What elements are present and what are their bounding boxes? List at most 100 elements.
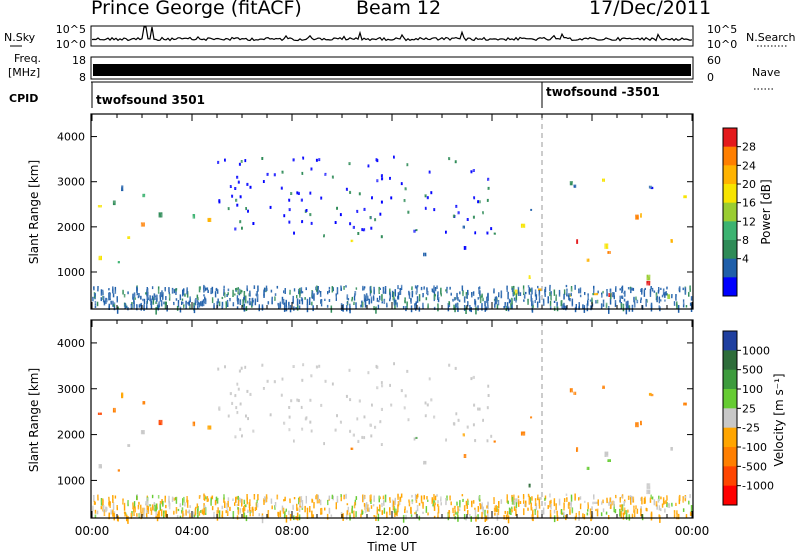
velocity-cell xyxy=(475,515,477,522)
power-colorbar: 28 24 20 16 12 8 4 xyxy=(722,127,756,297)
power-cell xyxy=(312,305,314,312)
velocity-cell xyxy=(503,514,505,520)
power-cell xyxy=(469,305,471,312)
power-cell xyxy=(155,307,157,315)
sky-left-label: N.Sky xyxy=(4,31,36,44)
power-cell xyxy=(116,306,119,314)
power-ylabel: Slant Range [km] xyxy=(27,160,41,264)
sky-left-tick-top: 10^5 xyxy=(56,23,86,36)
sky-panel: N.Sky 10^5 10^0 10^5 10^0 N.Search xyxy=(4,23,796,51)
nave-label: Nave xyxy=(752,66,780,79)
power-panel: 1000 2000 3000 4000 Slant Range [km] 28 24 20… xyxy=(27,113,773,315)
velocity-cbar-swatch xyxy=(723,369,737,390)
velocity-cbar-swatch xyxy=(723,331,737,351)
power-ytick-label: 3000 xyxy=(57,176,85,189)
freq-panel: Freq. [MHz] 18 8 60 0 Nave xyxy=(8,52,780,90)
x-tick-label: 08:00 xyxy=(275,524,310,538)
velocity-cell xyxy=(285,515,288,523)
cpid-panel: CPID twofsound 3501 twofsound -3501 xyxy=(9,81,693,108)
velocity-cell xyxy=(507,515,510,524)
velocity-ylabel: Slant Range [km] xyxy=(27,368,41,472)
velocity-y-axis: 1000 2000 3000 4000 xyxy=(57,337,693,487)
velocity-cell xyxy=(608,515,610,520)
velocity-cell xyxy=(342,513,344,521)
velocity-cbar-tick-label: 25 xyxy=(742,402,756,415)
velocity-cell xyxy=(470,516,472,522)
power-cbar-label: Power [dB] xyxy=(759,179,773,244)
velocity-cell xyxy=(127,516,129,524)
power-cell xyxy=(433,306,436,310)
power-cbar-swatch xyxy=(723,221,737,241)
freq-label-line1: Freq. xyxy=(14,52,41,65)
power-cell xyxy=(176,306,179,311)
power-cell xyxy=(306,304,309,313)
power-ytick-label: 2000 xyxy=(57,221,85,234)
velocity-ytick-label: 3000 xyxy=(57,383,85,396)
velocity-cell xyxy=(553,515,556,523)
sky-frame xyxy=(90,25,694,47)
sky-right-tick-bottom: 10^0 xyxy=(707,38,737,51)
velocity-cbar-swatch xyxy=(723,350,737,371)
power-cbar-tick-label: 16 xyxy=(742,197,756,210)
power-cell xyxy=(295,307,297,310)
power-cell xyxy=(631,304,634,312)
header-beam: Beam 12 xyxy=(356,0,442,19)
velocity-cbar-tick-label: 1000 xyxy=(742,344,770,357)
power-cell xyxy=(608,306,610,314)
power-speckle xyxy=(92,115,692,308)
freq-left-tick-top: 18 xyxy=(72,54,86,67)
velocity-cell xyxy=(641,514,644,521)
power-ytick-label: 1000 xyxy=(57,266,85,279)
cpid-program-1: twofsound 3501 xyxy=(96,93,205,107)
power-cbar-swatch xyxy=(723,202,737,222)
power-ytick-label: 4000 xyxy=(57,131,85,144)
power-cell xyxy=(465,306,467,314)
power-cbar-swatch xyxy=(723,184,737,204)
velocity-cbar-tick-label: 100 xyxy=(742,383,763,396)
power-cbar-tick-label: 8 xyxy=(742,234,749,247)
velocity-cbar-label: Velocity [m s⁻¹] xyxy=(772,373,786,466)
x-tick-label: 20:00 xyxy=(575,524,610,538)
power-cell xyxy=(505,305,508,311)
velocity-cell xyxy=(405,514,407,520)
velocity-cbar-swatch xyxy=(723,466,737,487)
power-cell xyxy=(346,304,348,312)
velocity-cell xyxy=(298,514,301,521)
power-cbar-swatch xyxy=(723,128,737,148)
velocity-ytick-label: 2000 xyxy=(57,429,85,442)
velocity-cell xyxy=(289,514,292,521)
velocity-ytick-label: 4000 xyxy=(57,337,85,350)
power-cbar-swatch xyxy=(723,258,737,278)
freq-frame xyxy=(90,56,694,80)
sky-noise-trace xyxy=(91,26,693,42)
velocity-ytick-label: 1000 xyxy=(57,474,85,487)
velocity-cell xyxy=(155,516,157,519)
velocity-cbar-tick-label: 500 xyxy=(742,364,763,377)
velocity-panel: 1000 2000 3000 4000 Slant Range [km] 1000 50… xyxy=(27,319,786,524)
power-cbar-frame xyxy=(722,127,738,297)
velocity-cbar-tick-label: -500 xyxy=(742,460,767,473)
power-cell xyxy=(373,306,375,311)
power-cell xyxy=(179,306,182,313)
power-cbar-tick-label: 28 xyxy=(742,141,756,154)
freq-label-line2: [MHz] xyxy=(8,66,40,79)
power-cbar-tick-label: 20 xyxy=(742,178,756,191)
power-cell xyxy=(475,306,477,315)
velocity-colorbar: 1000 500 100 25 -25 -100 -500 -1000 xyxy=(722,330,774,506)
power-cbar-tick-label: 12 xyxy=(742,215,756,228)
power-cbar-swatch xyxy=(723,277,737,297)
power-cell xyxy=(625,306,628,315)
velocity-cell xyxy=(402,514,405,523)
velocity-cell xyxy=(261,515,264,524)
velocity-cbar-swatch xyxy=(723,447,737,467)
header-station: Prince George (fitACF) xyxy=(91,0,302,19)
x-tick-label: 12:00 xyxy=(375,524,410,538)
header-date: 17/Dec/2011 xyxy=(589,0,712,19)
power-cell xyxy=(565,306,567,311)
power-y-axis: 1000 2000 3000 4000 xyxy=(57,131,693,279)
power-cbar-swatch xyxy=(723,240,737,260)
velocity-cell xyxy=(433,515,436,519)
velocity-cbar-tick-label: -25 xyxy=(742,422,760,435)
velocity-speckle xyxy=(92,321,692,517)
